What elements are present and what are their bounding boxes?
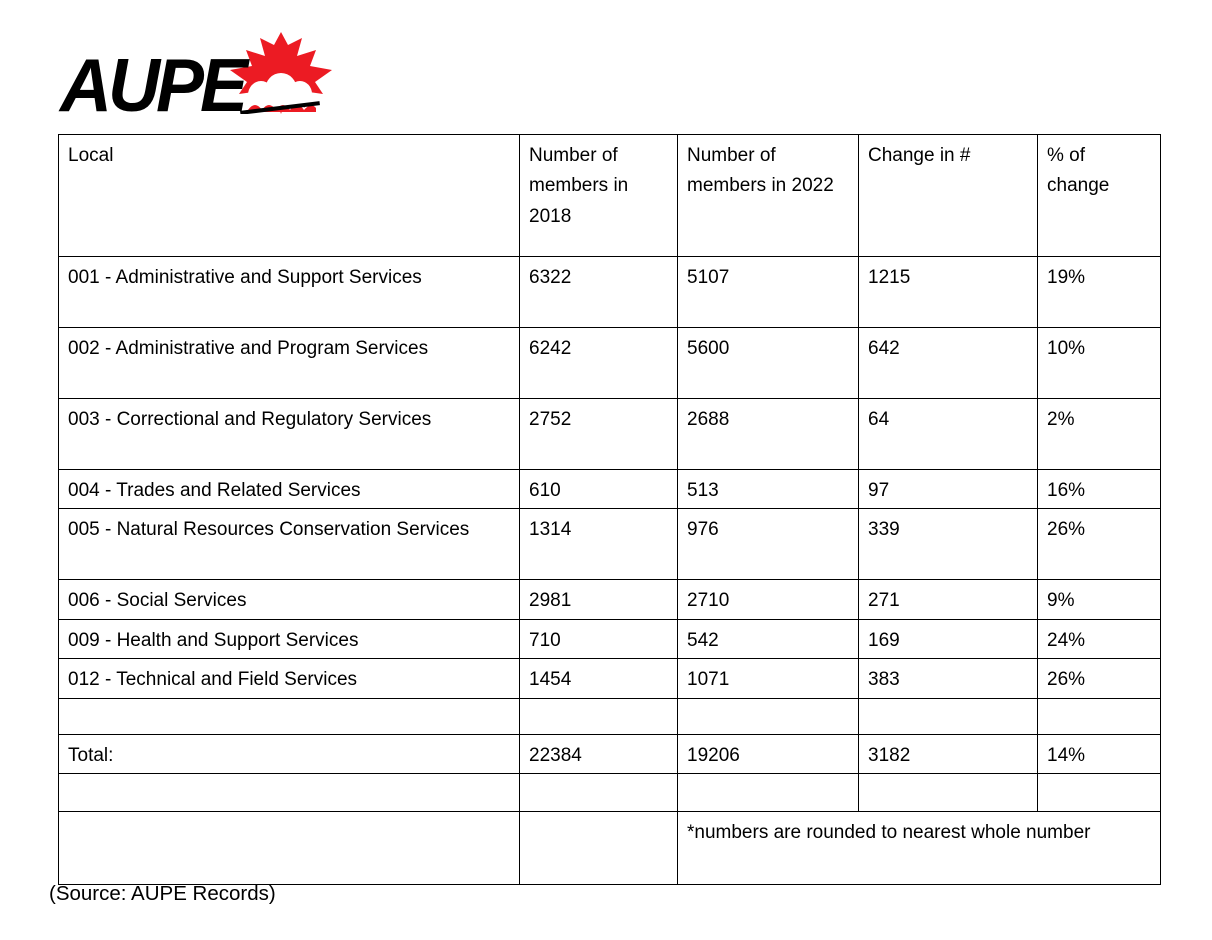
cell-change: 97 bbox=[858, 468, 1038, 510]
cell-members-2022: 2688 bbox=[677, 398, 859, 470]
cell-percent: 10% bbox=[1037, 327, 1161, 399]
header-members-2022: Number of members in 2022 bbox=[677, 134, 859, 257]
header-change: Change in # bbox=[858, 134, 1038, 257]
cell-change: 339 bbox=[858, 508, 1038, 581]
cell-members-2022: 2710 bbox=[677, 579, 859, 620]
header-local: Local bbox=[58, 134, 520, 257]
cell-change: 383 bbox=[858, 658, 1038, 699]
cell-members-2018: 710 bbox=[519, 618, 678, 660]
table-row-local-006: 006 - Social Services 2981 2710 271 9% bbox=[58, 579, 1161, 620]
empty-cell bbox=[1037, 772, 1161, 812]
empty-cell bbox=[677, 697, 859, 735]
cell-total-label: Total: bbox=[58, 733, 520, 774]
cell-local: 012 - Technical and Field Services bbox=[58, 658, 520, 699]
table-row-footnote: *numbers are rounded to nearest whole nu… bbox=[58, 810, 1161, 885]
cell-members-2018: 1454 bbox=[519, 658, 678, 699]
cell-local: 004 - Trades and Related Services bbox=[58, 468, 520, 510]
empty-cell bbox=[58, 697, 520, 735]
cell-percent: 9% bbox=[1037, 579, 1161, 620]
cell-local: 001 - Administrative and Support Service… bbox=[58, 256, 520, 328]
aupe-logo-text: AUPE bbox=[60, 43, 248, 128]
cell-percent: 19% bbox=[1037, 256, 1161, 328]
table-row-local-002: 002 - Administrative and Program Service… bbox=[58, 327, 1161, 399]
cell-total-2018: 22384 bbox=[519, 733, 678, 774]
table-row-total: Total: 22384 19206 3182 14% bbox=[58, 733, 1161, 774]
table-header-row: Local Number of members in 2018 Number o… bbox=[58, 134, 1161, 257]
cell-members-2022: 976 bbox=[677, 508, 859, 581]
header-percent-change: % of change bbox=[1037, 134, 1161, 257]
cell-members-2018: 2981 bbox=[519, 579, 678, 620]
empty-cell bbox=[519, 772, 678, 812]
cell-members-2022: 5107 bbox=[677, 256, 859, 328]
footnote-cell: *numbers are rounded to nearest whole nu… bbox=[677, 810, 1161, 885]
cell-members-2018: 6242 bbox=[519, 327, 678, 399]
table-container: Local Number of members in 2018 Number o… bbox=[58, 134, 1161, 885]
empty-cell bbox=[58, 772, 520, 812]
table-row-local-012: 012 - Technical and Field Services 1454 … bbox=[58, 658, 1161, 699]
table-row-spacer bbox=[58, 697, 1161, 735]
table-row-local-003: 003 - Correctional and Regulatory Servic… bbox=[58, 398, 1161, 470]
cell-members-2022: 5600 bbox=[677, 327, 859, 399]
cell-percent: 24% bbox=[1037, 618, 1161, 660]
table-row-local-009: 009 - Health and Support Services 710 54… bbox=[58, 618, 1161, 660]
empty-cell bbox=[519, 697, 678, 735]
cell-members-2018: 6322 bbox=[519, 256, 678, 328]
cell-change: 271 bbox=[858, 579, 1038, 620]
cell-total-change: 3182 bbox=[858, 733, 1038, 774]
cell-members-2018: 1314 bbox=[519, 508, 678, 581]
membership-table: Local Number of members in 2018 Number o… bbox=[58, 134, 1161, 885]
source-note: (Source: AUPE Records) bbox=[49, 882, 276, 905]
cell-percent: 26% bbox=[1037, 658, 1161, 699]
empty-cell bbox=[858, 697, 1038, 735]
cell-members-2022: 542 bbox=[677, 618, 859, 660]
cell-local: 009 - Health and Support Services bbox=[58, 618, 520, 660]
cell-change: 1215 bbox=[858, 256, 1038, 328]
cell-local: 003 - Correctional and Regulatory Servic… bbox=[58, 398, 520, 470]
cell-members-2018: 610 bbox=[519, 468, 678, 510]
empty-cell bbox=[1037, 697, 1161, 735]
empty-cell bbox=[58, 810, 520, 885]
cell-members-2022: 1071 bbox=[677, 658, 859, 699]
maple-leaf-icon bbox=[230, 32, 333, 114]
header-members-2018: Number of members in 2018 bbox=[519, 134, 678, 257]
cell-local: 005 - Natural Resources Conservation Ser… bbox=[58, 508, 520, 581]
cell-total-percent: 14% bbox=[1037, 733, 1161, 774]
table-row-spacer bbox=[58, 772, 1161, 812]
cell-percent: 2% bbox=[1037, 398, 1161, 470]
cell-percent: 16% bbox=[1037, 468, 1161, 510]
cell-members-2022: 513 bbox=[677, 468, 859, 510]
empty-cell bbox=[519, 810, 678, 885]
cell-total-2022: 19206 bbox=[677, 733, 859, 774]
cell-local: 006 - Social Services bbox=[58, 579, 520, 620]
cell-change: 642 bbox=[858, 327, 1038, 399]
table-row-local-001: 001 - Administrative and Support Service… bbox=[58, 256, 1161, 328]
empty-cell bbox=[677, 772, 859, 812]
cell-change: 64 bbox=[858, 398, 1038, 470]
aupe-logo: AUPE bbox=[60, 32, 334, 128]
table-row-local-005: 005 - Natural Resources Conservation Ser… bbox=[58, 508, 1161, 581]
empty-cell bbox=[858, 772, 1038, 812]
cell-local: 002 - Administrative and Program Service… bbox=[58, 327, 520, 399]
cell-percent: 26% bbox=[1037, 508, 1161, 581]
cell-change: 169 bbox=[858, 618, 1038, 660]
cell-members-2018: 2752 bbox=[519, 398, 678, 470]
table-row-local-004: 004 - Trades and Related Services 610 51… bbox=[58, 468, 1161, 510]
